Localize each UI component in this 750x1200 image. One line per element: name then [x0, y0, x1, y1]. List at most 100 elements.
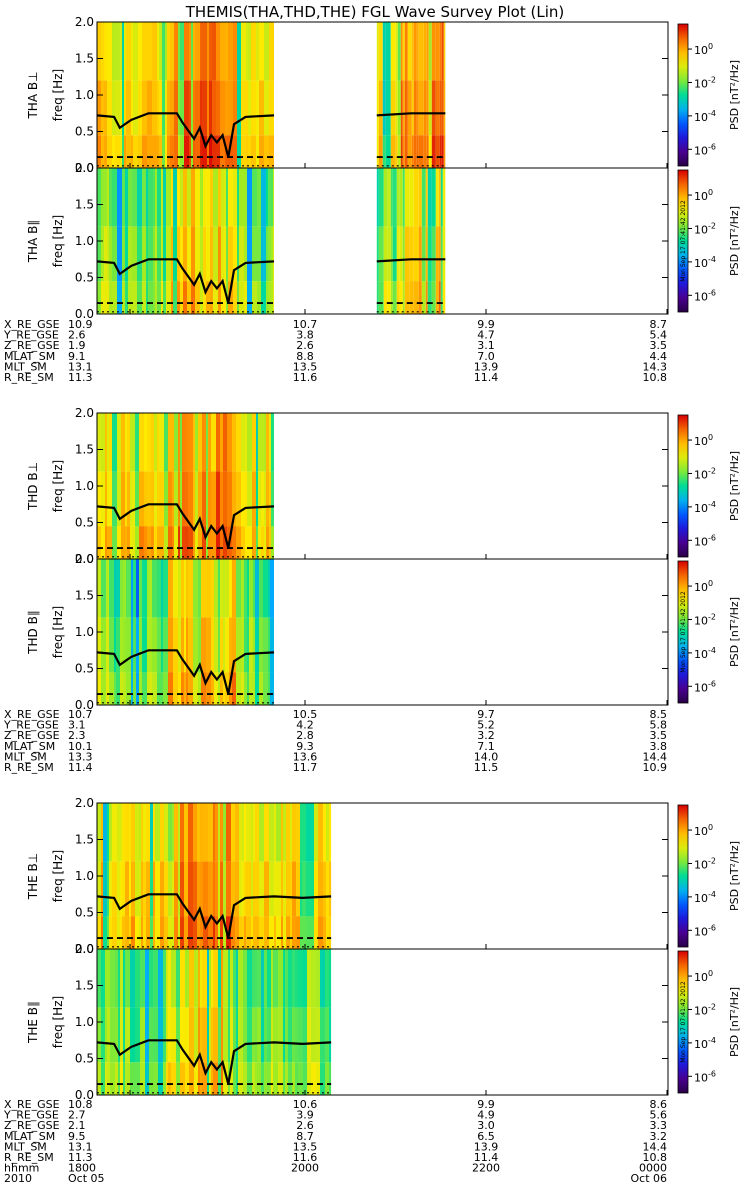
spectrogram-cell — [188, 559, 193, 618]
spectrogram-cell — [292, 1007, 295, 1063]
spectrogram-cell — [267, 1062, 271, 1095]
spectrogram-cell — [259, 559, 263, 618]
spectrogram-cell — [150, 803, 153, 862]
spectrogram-cell — [318, 916, 323, 949]
colorbar-tick-label: 10-6 — [694, 142, 716, 157]
spectrogram-cell — [223, 672, 225, 705]
spectrogram-cell — [104, 22, 107, 81]
ephemeris-value: 8.7 — [650, 318, 668, 331]
spectrogram-cell — [264, 22, 269, 81]
spectrogram-cell — [439, 135, 442, 168]
spectrogram-cell — [271, 526, 274, 559]
panel-label: THD B∥ — [26, 610, 40, 655]
spectrogram-cell — [152, 559, 157, 618]
spectrogram-cell — [425, 168, 428, 227]
spectrogram-cell — [298, 1062, 303, 1095]
spectrogram-cell — [395, 22, 398, 81]
spectrogram-cell — [233, 168, 237, 227]
spectrogram-cell — [186, 559, 188, 618]
spectrogram-cell — [223, 803, 226, 862]
spectrogram-cell — [228, 168, 233, 227]
spectrogram-cell — [180, 861, 184, 917]
spectrogram-cell — [270, 672, 274, 705]
colorbar-tick-label: 10-2 — [694, 467, 716, 482]
spectrogram-cell — [152, 22, 157, 81]
spectrogram-cell — [237, 281, 239, 314]
spectrogram-cell — [200, 1007, 202, 1063]
spectrogram-cell — [241, 526, 245, 559]
spectrogram-cell — [223, 1007, 228, 1063]
spectrogram-cell — [211, 559, 214, 618]
ephemeris-value: 1.9 — [68, 339, 86, 352]
spectrogram-cell — [318, 861, 323, 917]
spectrogram-cell — [104, 80, 107, 136]
spectrogram-cell — [180, 80, 184, 136]
spectrogram-cell — [125, 471, 127, 527]
spectrogram-cell — [101, 559, 106, 618]
spectrogram-cell — [130, 1007, 135, 1063]
spectrogram-cell — [402, 281, 405, 314]
spectrogram-cell — [140, 1062, 145, 1095]
spectrogram-cell — [109, 559, 114, 618]
ephemeris-value: 2.6 — [68, 329, 86, 342]
spectrogram-cell — [285, 1007, 288, 1063]
spectrogram-cell — [264, 1007, 267, 1063]
spectrogram-cell — [209, 1062, 211, 1095]
ephemeris-value: 8.6 — [650, 1098, 668, 1111]
spectrogram-cell — [303, 1062, 307, 1095]
spectrogram-cell — [286, 861, 290, 917]
spectrogram-cell — [329, 1062, 331, 1095]
spectrogram-cell — [431, 168, 436, 227]
spectrogram-cell — [411, 135, 414, 168]
spectrogram-cell — [171, 1007, 176, 1063]
spectrogram-cell — [227, 471, 232, 527]
spectrogram-cell — [292, 861, 296, 917]
spectrogram-cell — [181, 672, 184, 705]
spectrogram-cell — [233, 226, 237, 282]
spectrogram-cell — [255, 672, 259, 705]
spectrogram-cell — [273, 281, 274, 314]
spectrogram-cell — [261, 471, 264, 527]
ephemeris-name: X_RE_GSE — [4, 318, 60, 331]
spectrogram-cell — [274, 803, 276, 862]
spectrogram-cell — [259, 80, 264, 136]
ephemeris-name: Y_RE_GSE — [3, 329, 59, 342]
spectrogram-cell — [230, 1007, 233, 1063]
spectrogram-cell — [112, 80, 115, 136]
spectrogram-cell — [177, 226, 180, 282]
spectrogram-cell — [200, 803, 203, 862]
spectrogram-cell — [206, 559, 211, 618]
colorbar-tick-label: 10-6 — [694, 288, 716, 303]
spectrogram-cell — [255, 949, 257, 1008]
spectrogram-cell — [153, 949, 158, 1008]
spectrogram-cell — [109, 413, 112, 472]
spectrogram-cell — [158, 1007, 163, 1063]
spectrogram-cell — [442, 168, 446, 227]
ephemeris-value: 5.8 — [650, 719, 668, 732]
spectrogram-cell — [244, 672, 247, 705]
ephemeris-value: 14.0 — [474, 750, 499, 763]
spectrogram-cell — [271, 413, 274, 472]
spectrogram-cell — [395, 135, 398, 168]
spectrogram-cell — [194, 1007, 198, 1063]
spectrogram-cell — [141, 803, 143, 862]
spectrogram-cell — [180, 226, 183, 282]
spectrogram-cell — [246, 135, 248, 168]
spectrogram-cell — [225, 22, 228, 81]
spectrogram-cell — [326, 861, 329, 917]
spectrogram-cell — [142, 617, 147, 673]
spectrogram-cell — [244, 559, 247, 618]
spectrogram-cell — [323, 916, 326, 949]
spectrogram-cell — [209, 80, 212, 136]
spectrogram-cell — [216, 22, 220, 81]
spectrogram-cell — [110, 949, 115, 1008]
ephemeris-value: 14.3 — [643, 360, 668, 373]
ephemeris-value: 6.5 — [477, 1130, 495, 1143]
spectrogram-cell — [153, 1062, 158, 1095]
spectrogram-cell — [274, 916, 276, 949]
ephemeris-value: 2.1 — [68, 1119, 86, 1132]
spectrogram-cell — [121, 413, 125, 472]
spectrogram-cell — [155, 226, 157, 282]
spectrogram-cell — [214, 672, 218, 705]
spectrogram-cell — [213, 226, 218, 282]
